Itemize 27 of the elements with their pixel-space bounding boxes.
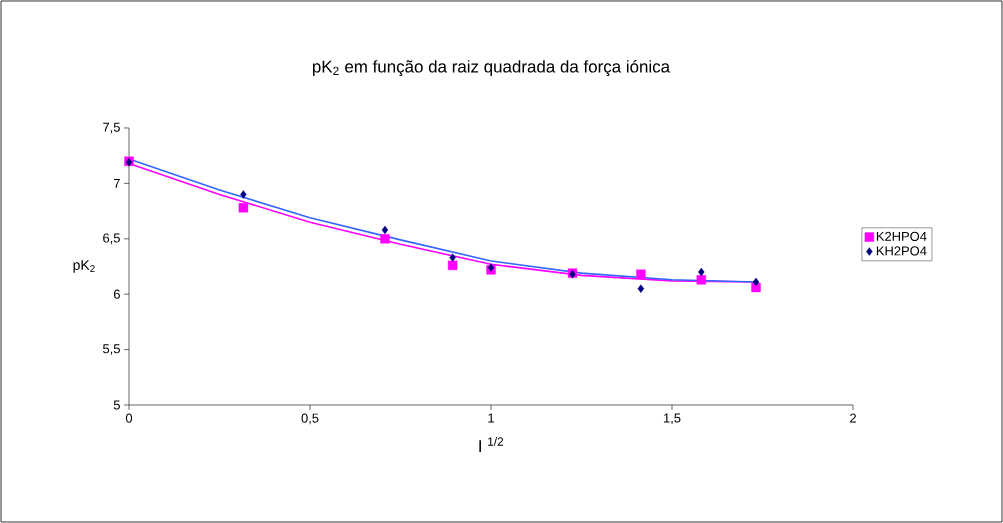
point <box>752 277 760 287</box>
point <box>240 190 247 199</box>
y-tick-label: 7,5 <box>103 122 120 134</box>
y-tick-label: 6 <box>113 289 120 299</box>
y-tick-label: 6,5 <box>103 233 120 245</box>
legend-label: K2HPO4 <box>876 231 927 241</box>
y-tick-label: 5 <box>113 400 120 410</box>
x-tick-label: 0,5 <box>301 413 319 425</box>
y-axis-title: pK$_{2}$ <box>73 260 95 273</box>
point <box>381 225 389 235</box>
point <box>449 253 456 262</box>
point <box>696 275 707 285</box>
point <box>637 284 645 293</box>
x-tick-label: 0 <box>125 413 133 423</box>
x-tick-label: 2 <box>850 413 856 423</box>
x-axis-title: I $^{1/2}$ <box>479 437 504 452</box>
point <box>636 269 646 279</box>
point <box>380 234 390 244</box>
legend-label: KH2PO4 <box>876 246 927 256</box>
chart-title: pK$_{2}$ em função da raiz quadrada da força iónica <box>312 59 671 77</box>
x-tick-label: 1,5 <box>663 413 681 425</box>
y-tick-label: 7 <box>113 178 120 188</box>
point <box>238 203 249 213</box>
x-tick-label: 1 <box>488 413 494 423</box>
point <box>447 260 458 271</box>
y-tick-label: 5,5 <box>103 344 120 355</box>
point <box>698 267 705 277</box>
